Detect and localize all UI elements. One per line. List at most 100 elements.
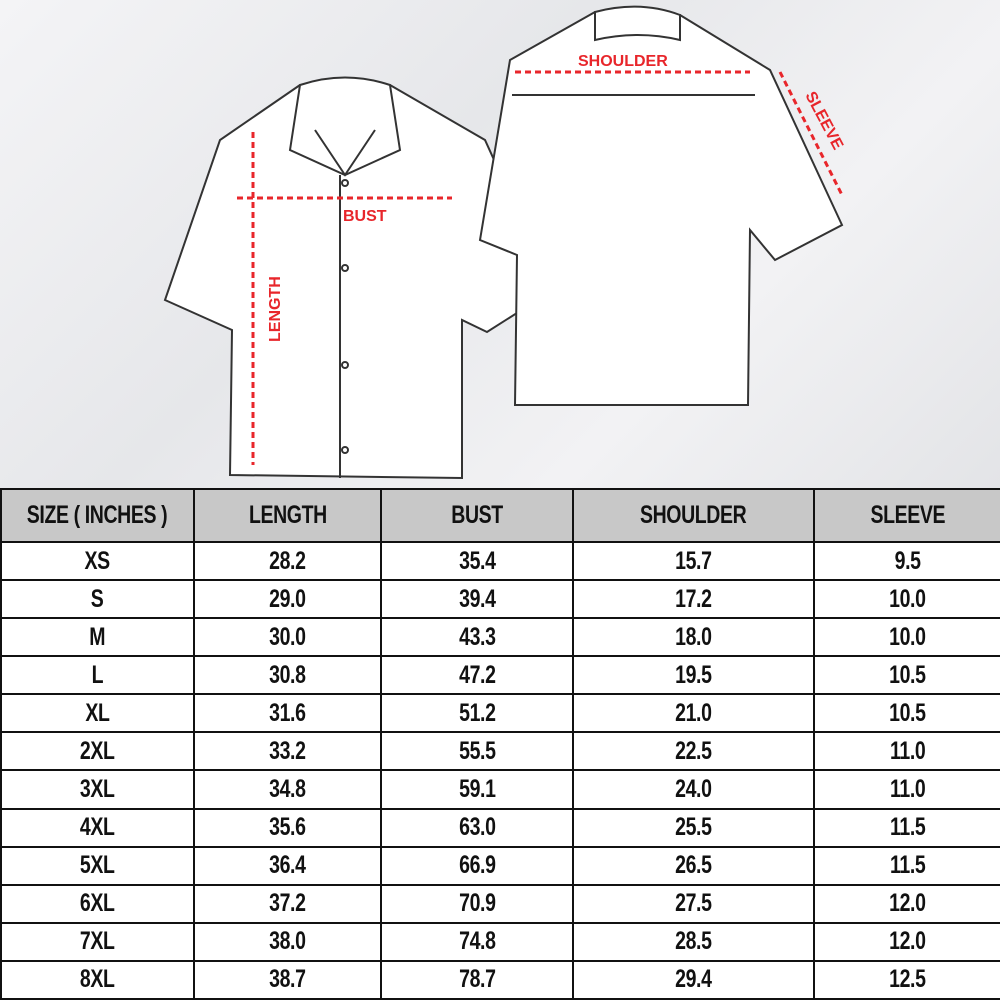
column-header-label: SHOULDER (640, 501, 747, 529)
cell-value: 10.0 (889, 622, 926, 651)
table-cell: 63.0 (380, 807, 574, 848)
cell-value: 2XL (80, 736, 115, 765)
table-cell: L (0, 655, 195, 696)
table-row: M 30.0 43.3 18.0 10.0 (0, 617, 1000, 658)
table-cell: 47.2 (380, 655, 574, 696)
cell-value: 55.5 (458, 736, 496, 765)
table-cell: 12.0 (813, 883, 1000, 924)
cell-value: 33.2 (269, 736, 306, 765)
table-cell: 8XL (0, 959, 195, 1000)
cell-value: 36.4 (269, 851, 306, 880)
cell-value: 9.5 (894, 546, 921, 575)
table-cell: 39.4 (380, 579, 574, 620)
cell-value: 21.0 (675, 698, 712, 727)
table-row: 3XL 34.8 59.1 24.0 11.0 (0, 769, 1000, 810)
table-cell: 30.8 (193, 655, 382, 696)
table-cell: 34.8 (193, 769, 382, 810)
table-cell: 28.5 (572, 921, 815, 962)
table-row: S 29.0 39.4 17.2 10.0 (0, 579, 1000, 620)
cell-value: XL (85, 698, 110, 727)
size-chart-table: SIZE ( INCHES ) LENGTH BUST SHOULDER SLEEVE … (0, 488, 1000, 1000)
table-cell: 33.2 (193, 731, 382, 772)
column-header-label: BUST (451, 501, 503, 529)
cell-value: 11.0 (889, 736, 926, 765)
sleeve-arrow (778, 71, 845, 198)
table-cell: 35.6 (193, 807, 382, 848)
cell-value: 34.8 (269, 775, 306, 803)
table-cell: 29.0 (193, 579, 382, 620)
cell-value: 27.5 (675, 889, 712, 918)
cell-value: 11.5 (889, 813, 926, 842)
table-cell: 10.5 (813, 655, 1000, 696)
table-cell: 21.0 (572, 693, 815, 734)
table-cell: XS (0, 540, 195, 582)
cell-value: 29.4 (675, 965, 712, 994)
cell-value: 51.2 (458, 698, 496, 727)
column-header: SIZE ( INCHES ) (0, 488, 195, 543)
cell-value: L (91, 660, 104, 689)
table-cell: 31.6 (193, 693, 382, 734)
table-cell: 59.1 (380, 769, 574, 810)
cell-value: 38.0 (269, 927, 306, 956)
cell-value: 4XL (80, 813, 115, 842)
cell-value: 37.2 (269, 889, 306, 918)
table-cell: 17.2 (572, 579, 815, 620)
cell-value: 39.4 (458, 584, 496, 613)
table-row: XS 28.2 35.4 15.7 9.5 (0, 540, 1000, 582)
header-row: SIZE ( INCHES ) LENGTH BUST SHOULDER SLEEVE (0, 488, 1000, 543)
cell-value: 31.6 (269, 698, 306, 727)
table-cell: 15.7 (572, 540, 815, 582)
cell-value: 12.5 (889, 965, 926, 994)
front-shirt (163, 76, 555, 480)
sleeve-label: SLEEVE (801, 89, 846, 153)
cell-value: 7XL (80, 927, 115, 956)
table-cell: 18.0 (572, 617, 815, 658)
table-cell: 29.4 (572, 959, 815, 1000)
cell-value: 29.0 (269, 584, 306, 613)
cell-value: S (91, 584, 104, 613)
table-row: 8XL 38.7 78.7 29.4 12.5 (0, 959, 1000, 1000)
table-cell: 30.0 (193, 617, 382, 658)
column-header: SHOULDER (572, 488, 815, 543)
cell-value: 26.5 (675, 851, 712, 880)
cell-value: 5XL (80, 851, 115, 880)
back-shirt (478, 5, 844, 406)
table-cell: 70.9 (380, 883, 574, 924)
cell-value: XS (84, 546, 111, 575)
cell-value: 78.7 (458, 965, 496, 994)
cell-value: 28.2 (269, 546, 306, 575)
table-cell: 55.5 (380, 731, 574, 772)
cell-value: 10.5 (889, 698, 926, 727)
shoulder-label: SHOULDER (578, 53, 668, 70)
cell-value: 63.0 (458, 813, 496, 842)
table-cell: 74.8 (380, 921, 574, 962)
table-cell: M (0, 617, 195, 658)
table-cell: 35.4 (380, 540, 574, 582)
table-row: 6XL 37.2 70.9 27.5 12.0 (0, 883, 1000, 924)
table-cell: 22.5 (572, 731, 815, 772)
cell-value: 10.0 (889, 584, 926, 613)
table-row: 5XL 36.4 66.9 26.5 11.5 (0, 845, 1000, 886)
column-header: LENGTH (193, 488, 382, 543)
table-cell: 3XL (0, 769, 195, 810)
cell-value: 22.5 (675, 736, 712, 765)
cell-value: 10.5 (889, 660, 926, 689)
cell-value: 6XL (80, 889, 115, 918)
table-cell: 9.5 (813, 540, 1000, 582)
cell-value: 18.0 (675, 622, 712, 651)
cell-value: 3XL (80, 775, 115, 803)
cell-value: 35.6 (269, 813, 306, 842)
cell-value: 66.9 (458, 851, 496, 880)
table-cell: 10.0 (813, 617, 1000, 658)
table-cell: 11.0 (813, 731, 1000, 772)
table-cell: XL (0, 693, 195, 734)
table-cell: 11.5 (813, 807, 1000, 848)
table-cell: 5XL (0, 845, 195, 886)
measurement-arrows (237, 70, 845, 465)
cell-value: 12.0 (889, 889, 926, 918)
cell-value: 28.5 (675, 927, 712, 956)
column-header: SLEEVE (813, 488, 1000, 543)
column-header: BUST (380, 488, 574, 543)
table-row: 7XL 38.0 74.8 28.5 12.0 (0, 921, 1000, 962)
column-header-label: SLEEVE (870, 501, 945, 529)
